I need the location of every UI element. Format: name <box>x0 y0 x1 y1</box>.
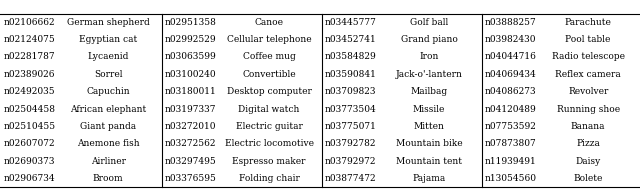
Text: Egyptian cat: Egyptian cat <box>79 35 138 44</box>
Text: n04120489: n04120489 <box>485 105 537 113</box>
Text: n02281787: n02281787 <box>3 52 55 61</box>
Text: n03590841: n03590841 <box>325 70 377 79</box>
Text: n03297495: n03297495 <box>165 157 217 166</box>
Text: Running shoe: Running shoe <box>557 105 620 113</box>
Text: Mountain tent: Mountain tent <box>396 157 462 166</box>
Text: Iron: Iron <box>419 52 439 61</box>
Text: Espresso maker: Espresso maker <box>232 157 306 166</box>
Text: n03888257: n03888257 <box>485 18 537 27</box>
Text: n03445777: n03445777 <box>325 18 377 27</box>
Text: n03982430: n03982430 <box>485 35 536 44</box>
Text: n03063599: n03063599 <box>165 52 217 61</box>
Text: n03792782: n03792782 <box>325 139 376 148</box>
Text: n02992529: n02992529 <box>165 35 217 44</box>
Text: Giant panda: Giant panda <box>80 122 136 131</box>
Text: Pool table: Pool table <box>566 35 611 44</box>
Text: Anemone fish: Anemone fish <box>77 139 140 148</box>
Text: n02106662: n02106662 <box>3 18 55 27</box>
Text: Airliner: Airliner <box>91 157 125 166</box>
Text: Lycaenid: Lycaenid <box>88 52 129 61</box>
Text: Grand piano: Grand piano <box>401 35 458 44</box>
Text: n02124075: n02124075 <box>3 35 55 44</box>
Text: n11939491: n11939491 <box>485 157 537 166</box>
Text: n03197337: n03197337 <box>165 105 216 113</box>
Text: Radio telescope: Radio telescope <box>552 52 625 61</box>
Text: Pizza: Pizza <box>576 139 600 148</box>
Text: Parachute: Parachute <box>564 18 612 27</box>
Text: German shepherd: German shepherd <box>67 18 150 27</box>
Text: n04044716: n04044716 <box>485 52 537 61</box>
Text: n03452741: n03452741 <box>325 35 377 44</box>
Text: n02690373: n02690373 <box>3 157 54 166</box>
Text: Coffee mug: Coffee mug <box>243 52 296 61</box>
Text: Electric guitar: Electric guitar <box>236 122 303 131</box>
Text: n03775071: n03775071 <box>325 122 377 131</box>
Text: Banana: Banana <box>571 122 605 131</box>
Text: Bolete: Bolete <box>573 174 603 183</box>
Text: n04086273: n04086273 <box>485 87 537 96</box>
Text: African elephant: African elephant <box>70 105 147 113</box>
Text: Pajama: Pajama <box>413 174 445 183</box>
Text: Missile: Missile <box>413 105 445 113</box>
Text: n02389026: n02389026 <box>3 70 54 79</box>
Text: Sorrel: Sorrel <box>94 70 122 79</box>
Text: n02607072: n02607072 <box>3 139 55 148</box>
Text: n02492035: n02492035 <box>3 87 55 96</box>
Text: Revolver: Revolver <box>568 87 609 96</box>
Text: n02906734: n02906734 <box>3 174 55 183</box>
Text: Capuchin: Capuchin <box>86 87 130 96</box>
Text: n03773504: n03773504 <box>325 105 377 113</box>
Text: Cellular telephone: Cellular telephone <box>227 35 312 44</box>
Text: n03100240: n03100240 <box>165 70 217 79</box>
Text: n13054560: n13054560 <box>485 174 537 183</box>
Text: Mountain bike: Mountain bike <box>396 139 463 148</box>
Text: Electric locomotive: Electric locomotive <box>225 139 314 148</box>
Text: Daisy: Daisy <box>575 157 601 166</box>
Text: n03877472: n03877472 <box>325 174 377 183</box>
Text: n03376595: n03376595 <box>165 174 217 183</box>
Text: n03272010: n03272010 <box>165 122 216 131</box>
Text: n03709823: n03709823 <box>325 87 376 96</box>
Text: Reflex camera: Reflex camera <box>556 70 621 79</box>
Text: Broom: Broom <box>93 174 124 183</box>
Text: n02510455: n02510455 <box>3 122 55 131</box>
Text: n07753592: n07753592 <box>485 122 537 131</box>
Text: n03180011: n03180011 <box>165 87 217 96</box>
Text: Canoe: Canoe <box>255 18 284 27</box>
Text: Golf ball: Golf ball <box>410 18 448 27</box>
Text: Digital watch: Digital watch <box>239 105 300 113</box>
Text: Desktop computer: Desktop computer <box>227 87 312 96</box>
Text: Jack-o'-lantern: Jack-o'-lantern <box>396 70 463 79</box>
Text: n02951358: n02951358 <box>165 18 217 27</box>
Text: Folding chair: Folding chair <box>239 174 300 183</box>
Text: n07873807: n07873807 <box>485 139 537 148</box>
Text: Convertible: Convertible <box>243 70 296 79</box>
Text: n03272562: n03272562 <box>165 139 216 148</box>
Text: Mitten: Mitten <box>413 122 445 131</box>
Text: n04069434: n04069434 <box>485 70 537 79</box>
Text: Mailbag: Mailbag <box>410 87 448 96</box>
Text: n03584829: n03584829 <box>325 52 377 61</box>
Text: n03792972: n03792972 <box>325 157 376 166</box>
Text: n02504458: n02504458 <box>3 105 55 113</box>
